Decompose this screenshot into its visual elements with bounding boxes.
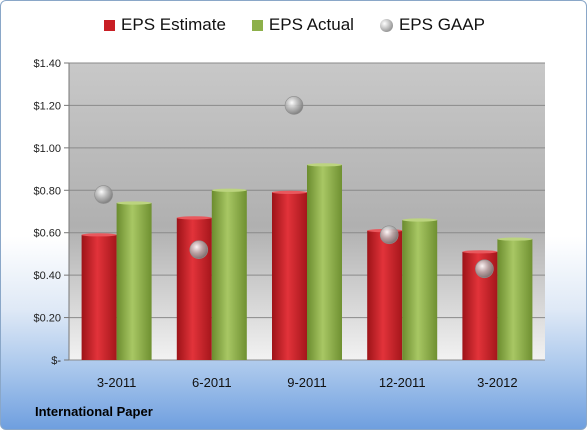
x-tick-label: 6-2011 — [192, 375, 232, 390]
y-tick-label: $1.00 — [33, 143, 61, 155]
estimate-bar-cap — [272, 190, 307, 195]
y-tick-label: $- — [51, 355, 61, 367]
y-tick-label: $0.40 — [33, 270, 61, 282]
gaap-bubble — [284, 96, 304, 115]
gaap-bubble — [94, 185, 113, 204]
actual-bar-cap — [307, 163, 342, 167]
estimate-bar-cap — [81, 233, 117, 237]
y-tick-label: $0.60 — [33, 228, 61, 240]
estimate-bar — [367, 230, 403, 360]
actual-bar-cap — [211, 188, 247, 192]
y-tick-label: $0.20 — [33, 313, 61, 325]
x-tick-label: 3-2011 — [97, 375, 137, 390]
chart-legend: EPS Estimate EPS Actual EPS GAAP — [1, 15, 586, 35]
x-axis-ticks: 3-2011 6-2011 9-2011 12-2011 3-2012 — [97, 375, 518, 390]
x-tick-label: 3-2012 — [477, 375, 517, 390]
legend-label-eps-gaap: EPS GAAP — [398, 15, 485, 34]
y-tick-label: $1.20 — [33, 100, 61, 112]
legend-swatch-eps-actual — [251, 19, 263, 31]
estimate-bar — [81, 234, 117, 360]
actual-bar — [211, 190, 247, 360]
legend-item-eps-estimate: EPS Estimate — [104, 15, 226, 35]
legend-swatch-eps-estimate — [104, 19, 116, 31]
actual-bar-cap — [116, 201, 152, 205]
actual-bar — [402, 219, 438, 360]
gaap-bubble — [189, 240, 209, 259]
gaap-bubble — [379, 225, 399, 245]
y-tick-label: $0.80 — [33, 185, 61, 197]
x-tick-label: 12-2011 — [379, 375, 426, 390]
legend-swatch-eps-gaap — [379, 18, 393, 32]
estimate-bar-cap — [462, 250, 498, 254]
legend-item-eps-gaap: EPS GAAP — [379, 15, 485, 35]
y-axis-ticks: $- $0.20 $0.40 $0.60 $0.80 $1.00 $1.20 $1.40 — [33, 58, 70, 367]
estimate-bar — [272, 192, 307, 360]
gaap-bubbles — [94, 96, 494, 279]
actual-bar — [307, 164, 342, 360]
legend-label-eps-estimate: EPS Estimate — [121, 15, 226, 34]
gaap-bubble — [475, 259, 494, 279]
legend-item-eps-actual: EPS Actual — [251, 15, 354, 35]
estimate-bar — [176, 217, 212, 360]
legend-label-eps-actual: EPS Actual — [268, 15, 354, 34]
actual-bar — [497, 239, 533, 360]
actual-bar-cap — [497, 237, 533, 241]
actual-bar — [116, 203, 152, 360]
x-tick-label: 9-2011 — [287, 375, 327, 390]
estimate-bar-cap — [176, 216, 212, 220]
company-label: International Paper — [35, 404, 153, 419]
actual-bar-cap — [402, 218, 438, 222]
y-tick-label: $1.40 — [33, 58, 61, 70]
